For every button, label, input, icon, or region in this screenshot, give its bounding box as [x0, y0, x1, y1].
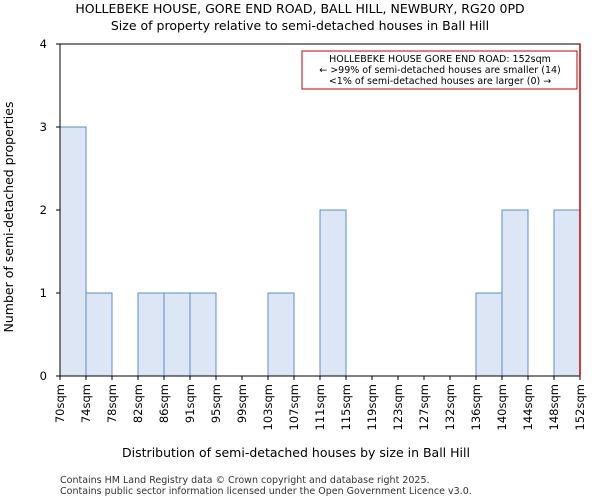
x-tick-label-107sqm: 107sqm [287, 384, 301, 430]
x-tick-label-127sqm: 127sqm [417, 384, 431, 430]
y-axis-ticks: 0 1 2 3 4 [40, 37, 60, 383]
bar-86sqm [163, 292, 191, 377]
x-tick-label-148sqm: 148sqm [547, 384, 561, 430]
x-tick-label-140sqm: 140sqm [495, 384, 509, 430]
bar-111sqm [319, 209, 347, 377]
x-tick-label-136sqm: 136sqm [469, 384, 483, 430]
chart-title: HOLLEBEKE HOUSE, GORE END ROAD, BALL HIL… [75, 1, 524, 16]
y-tick-label-1: 1 [40, 286, 47, 300]
annotation-line-1: HOLLEBEKE HOUSE GORE END ROAD: 152sqm [329, 54, 551, 65]
x-tick-label-99sqm: 99sqm [235, 384, 249, 423]
chart-subtitle: Size of property relative to semi-detach… [111, 18, 489, 33]
bar-70sqm [59, 126, 87, 377]
bar-82sqm [137, 292, 165, 377]
bar-91sqm [189, 292, 217, 377]
bar-74sqm [85, 292, 113, 377]
x-tick-label-82sqm: 82sqm [131, 384, 145, 423]
y-tick-label-0: 0 [40, 369, 47, 383]
annotation-box: HOLLEBEKE HOUSE GORE END ROAD: 152sqm ← … [301, 50, 578, 90]
x-tick-label-152sqm: 152sqm [573, 384, 587, 430]
bars-group [59, 126, 581, 377]
bar-148sqm [553, 209, 581, 377]
footer-line-2: Contains public sector information licen… [60, 486, 472, 497]
bar-136sqm [475, 292, 503, 377]
y-tick-label-4: 4 [40, 37, 47, 51]
bar-140sqm [501, 209, 529, 377]
x-tick-label-132sqm: 132sqm [443, 384, 457, 430]
x-tick-label-144sqm: 144sqm [521, 384, 535, 430]
x-tick-label-74sqm: 74sqm [79, 384, 93, 423]
x-tick-label-95sqm: 95sqm [209, 384, 223, 423]
annotation-frame [301, 50, 578, 90]
bar-103sqm [267, 292, 295, 377]
x-tick-label-123sqm: 123sqm [391, 384, 405, 430]
x-tick-label-91sqm: 91sqm [183, 384, 197, 423]
x-tick-label-119sqm: 119sqm [365, 384, 379, 430]
x-tick-label-70sqm: 70sqm [53, 384, 67, 423]
x-tick-label-103sqm: 103sqm [261, 384, 275, 430]
x-tick-label-111sqm: 111sqm [313, 384, 327, 430]
x-tick-label-115sqm: 115sqm [339, 384, 353, 430]
annotation-line-3: <1% of semi-detached houses are larger (… [329, 76, 551, 87]
x-tick-label-86sqm: 86sqm [157, 384, 171, 423]
annotation-line-2: ← >99% of semi-detached houses are small… [319, 65, 561, 76]
x-axis-label: Distribution of semi-detached houses by … [122, 445, 470, 460]
y-axis-label: Number of semi-detached properties [1, 102, 16, 333]
y-tick-label-3: 3 [40, 120, 47, 134]
x-axis-ticks: 70sqm 74sqm 78sqm 82sqm 86sqm 91sqm 95sqm 99sqm… [53, 376, 587, 430]
footer-line-1: Contains HM Land Registry data © Crown c… [60, 475, 430, 486]
x-tick-label-78sqm: 78sqm [105, 384, 119, 423]
y-tick-label-2: 2 [40, 203, 47, 217]
